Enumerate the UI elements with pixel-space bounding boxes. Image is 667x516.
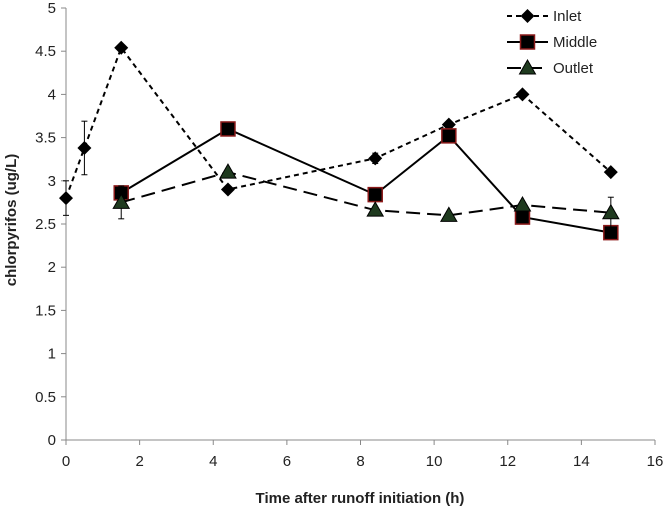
legend: Inlet Middle Outlet	[507, 8, 597, 77]
data-point	[219, 163, 237, 179]
x-tick-label: 16	[647, 453, 664, 470]
legend-item-inlet: Inlet	[507, 8, 582, 25]
x-tick-label: 6	[283, 453, 291, 470]
legend-label: Inlet	[553, 8, 582, 25]
data-point	[601, 203, 620, 220]
data-point	[114, 40, 129, 55]
x-tick-label: 8	[356, 453, 364, 470]
plot-axes: 0 0.5 1 1.5 2 2.5 3 3.5 4 4.5 5 0 2 4 6 8 10 12 14 16	[35, 0, 663, 470]
series-line	[120, 127, 611, 234]
y-tick-label: 0	[48, 432, 56, 449]
y-tick-label: 3.5	[35, 130, 56, 147]
y-tick-label: 1.5	[35, 302, 56, 319]
x-tick-label: 4	[209, 453, 217, 470]
x-tick-label: 12	[499, 453, 516, 470]
y-axis-title: chlorpyrifos (ug/L)	[3, 154, 20, 287]
data-point	[220, 182, 235, 197]
data-point	[220, 121, 236, 137]
data-point	[514, 209, 531, 225]
y-tick-label: 0.5	[35, 389, 56, 406]
legend-label: Middle	[553, 34, 597, 51]
x-tick-label: 0	[62, 453, 70, 470]
data-point	[513, 195, 532, 212]
series-inlet	[59, 40, 618, 216]
data-point	[367, 186, 383, 203]
legend-marker	[518, 58, 537, 75]
series-layer	[59, 40, 620, 241]
y-tick-label: 2.5	[35, 216, 56, 233]
y-tick-label: 4	[48, 86, 56, 103]
y-tick-label: 2	[48, 259, 56, 276]
y-tick-label: 1	[48, 346, 56, 363]
series-line	[120, 171, 611, 217]
data-point	[366, 201, 385, 217]
data-point	[59, 191, 73, 206]
data-point	[603, 165, 618, 180]
data-point	[439, 206, 458, 222]
series-outlet	[112, 163, 620, 229]
legend-marker	[519, 34, 536, 50]
legend-item-middle: Middle	[507, 34, 597, 51]
y-tick-label: 4.5	[35, 43, 56, 60]
x-tick-label: 2	[135, 453, 143, 470]
legend-label: Outlet	[553, 60, 594, 77]
x-tick-label: 14	[573, 453, 590, 470]
data-point	[77, 140, 92, 155]
legend-item-outlet: Outlet	[507, 58, 594, 77]
x-axis-title: Time after runoff initiation (h)	[256, 490, 465, 507]
y-tick-label: 3	[48, 173, 56, 190]
data-point	[515, 87, 530, 102]
data-point	[112, 193, 131, 209]
data-point	[441, 128, 457, 144]
legend-marker	[520, 9, 535, 23]
x-tick-label: 10	[426, 453, 443, 470]
y-tick-label: 5	[48, 0, 56, 17]
data-point	[368, 151, 383, 166]
